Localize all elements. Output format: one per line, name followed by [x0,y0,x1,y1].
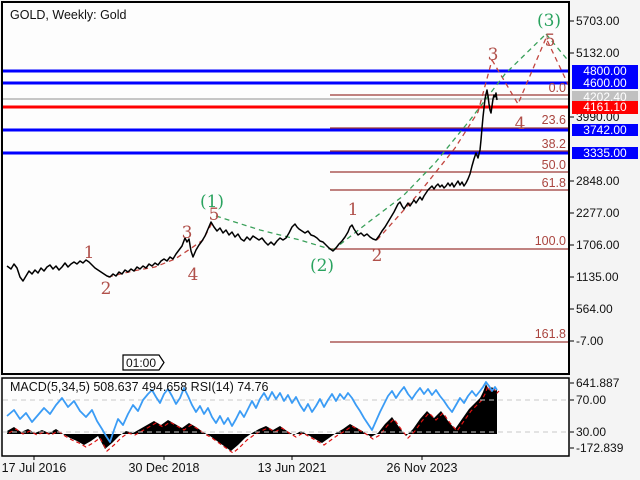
wave-label-red: 3 [182,223,193,243]
price-series-line[interactable] [6,89,498,282]
fib-label: 0.0 [549,81,566,95]
indicator-tick-label: 70.00 [576,393,606,407]
wave-label-red: 2 [101,279,112,299]
period-tag[interactable]: 01:00 [122,354,165,371]
indicator-tick-label: 641.887 [576,376,620,390]
price-box-blue-label: 4800.00 [583,64,627,78]
date-axis[interactable]: 17 Jul 2016 30 Dec 2018 13 Jun 2021 26 N… [2,456,458,475]
wave-label-red: 5 [209,205,220,225]
fib-label: 50.0 [542,158,566,172]
rsi-line [6,381,498,443]
indicator-axis-ticks [570,382,574,449]
date-tick-label: 26 Nov 2023 [387,461,458,475]
price-box-red-label: 4161.10 [583,100,627,114]
wave-trendline-green-2 [332,33,547,251]
wave-label-red: 2 [372,246,383,266]
wave-label-red: 4 [188,265,199,285]
price-tick-label: 2848.00 [576,174,620,188]
fib-label: 161.8 [535,327,566,341]
price-tick-label: 5703.00 [576,14,620,28]
wave-label-red: 1 [84,243,95,263]
price-box-red: 4161.10 [572,100,638,114]
fib-label: 23.6 [542,113,566,127]
price-box-gray: 4202.40 [572,90,638,104]
period-tag-label: 01:00 [126,356,156,370]
wave-label-red: 3 [488,45,499,65]
wave-trendline-red-2 [376,59,493,241]
wave-label-red: 4 [515,114,526,134]
date-tick-label: 13 Jun 2021 [258,461,327,475]
fib-label: 61.8 [542,176,566,190]
indicator-axis[interactable]: 641.887 70.00 30.00 -172.839 [570,376,624,455]
macd-signal-line [8,384,500,454]
price-box-blue: 4600.00 [572,76,638,90]
price-tick-label: 2277.00 [576,206,620,220]
wave-label-green: (1) [200,192,224,212]
wave-label-green: (3) [537,11,561,31]
price-tick-label: -7.00 [576,334,604,348]
date-tick-label: 30 Dec 2018 [129,461,200,475]
wave-label-red: 1 [348,200,359,220]
price-box-blue: 3742.00 [572,123,638,137]
price-tick-label: 564.00 [576,302,613,316]
fib-label: 100.0 [535,234,566,248]
indicator-title: MACD(5,34,5) 508.637 494.658 RSI(14) 74.… [10,380,269,394]
wave-label-red: 5 [545,31,556,51]
price-tick-label: 5132.00 [576,46,620,60]
price-tick-label: 1706.00 [576,238,620,252]
macd-histogram [7,384,497,451]
price-label-boxes: 4202.40 4800.00 4600.00 3742.00 3335.00 … [572,64,638,160]
price-box-blue-label: 3335.00 [583,146,627,160]
price-axis-ticks [570,20,574,342]
price-box-blue-label: 4600.00 [583,76,627,90]
chart-title: GOLD, Weekly: Gold [10,8,127,22]
date-axis-ticks [33,456,423,460]
price-box-blue-label: 3742.00 [583,123,627,137]
price-box-blue: 3335.00 [572,146,638,160]
wave-label-green: (2) [310,256,334,276]
date-tick-label: 17 Jul 2016 [2,461,67,475]
price-tick-label: 1135.00 [576,270,619,284]
fib-label: 38.2 [542,137,566,151]
price-box-blue: 4800.00 [572,64,638,78]
price-box-gray-label: 4202.40 [583,90,627,104]
indicator-tick-label: 30.00 [576,425,606,439]
wave-trendline-green-1 [215,215,334,251]
main-chart-panel[interactable] [1,1,570,375]
indicator-tick-label: -172.839 [576,441,624,455]
